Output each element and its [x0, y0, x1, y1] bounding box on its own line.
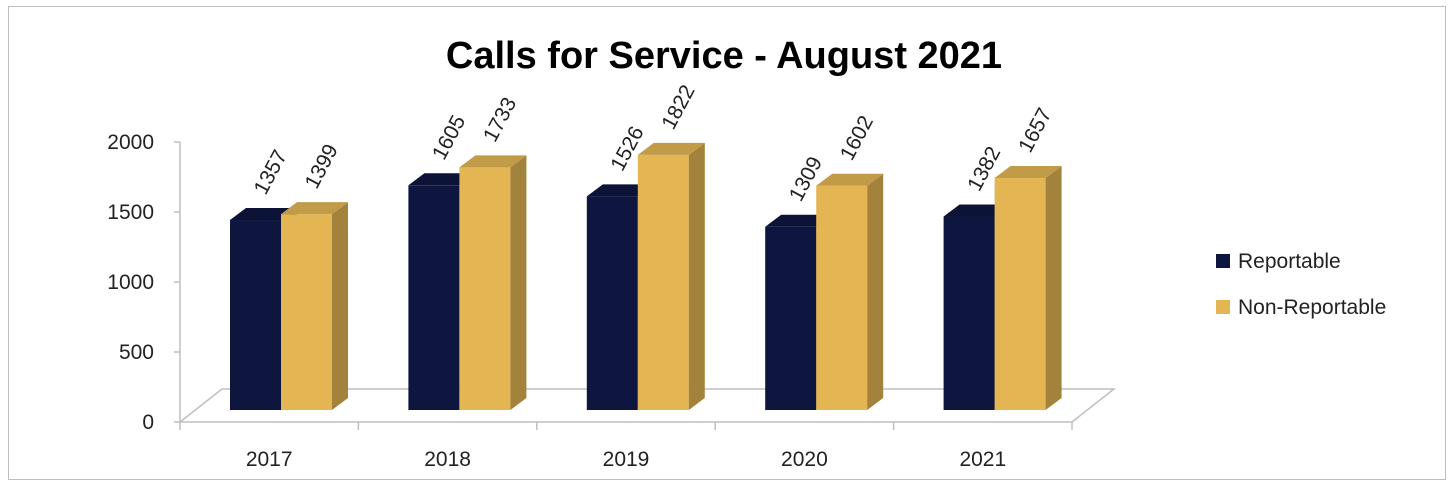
bar-front [637, 154, 689, 410]
data-label: 1822 [657, 81, 699, 133]
bar-top [408, 173, 476, 186]
bar-side [332, 202, 348, 410]
data-label: 1357 [250, 146, 292, 198]
bar-top [637, 142, 705, 155]
bar-top [816, 173, 884, 186]
legend-label: Non-Reportable [1238, 296, 1386, 319]
bar-front [765, 226, 817, 410]
x-tick-label: 2021 [959, 448, 1006, 471]
bar-top [765, 214, 833, 227]
y-tick-label: 1000 [107, 271, 154, 294]
bar-front [816, 185, 868, 410]
bar-front [408, 185, 460, 410]
data-label: 1733 [479, 94, 521, 146]
chart-floor [177, 388, 1117, 423]
y-tick-label: 1500 [107, 201, 154, 224]
bar[interactable] [816, 173, 884, 410]
bar-front [943, 216, 995, 410]
legend-item: Non-Reportable [1216, 296, 1386, 319]
bar-top [281, 202, 348, 215]
legend-swatch [1216, 300, 1230, 314]
x-tick-label: 2018 [424, 448, 471, 471]
bar[interactable] [281, 202, 348, 410]
bar-front [586, 196, 638, 410]
data-label: 1602 [836, 112, 878, 164]
bar[interactable] [994, 166, 1062, 410]
data-label: 1605 [428, 112, 470, 164]
x-tick-label: 2019 [603, 448, 650, 471]
x-tick-label: 2017 [246, 448, 293, 471]
bar-front [230, 220, 281, 410]
bar-side [688, 142, 705, 411]
bar-side [510, 155, 527, 410]
y-tick-label: 2000 [107, 131, 154, 154]
data-label: 1657 [1014, 104, 1056, 156]
bar-front [281, 214, 332, 410]
data-label: 1399 [301, 140, 343, 192]
legend-item: Reportable [1216, 250, 1341, 273]
y-tick-label: 0 [142, 411, 154, 434]
bar-top [943, 204, 1011, 217]
bar-top [230, 208, 297, 221]
bar-top [586, 184, 654, 197]
bar-side [867, 173, 884, 410]
x-tick-label: 2020 [781, 448, 828, 471]
chart-title: Calls for Service - August 2021 [446, 35, 1002, 77]
bar-top [994, 166, 1062, 179]
y-tick-label: 500 [119, 341, 154, 364]
bar[interactable] [637, 142, 705, 411]
bar-front [994, 178, 1046, 410]
legend-label: Reportable [1238, 250, 1341, 273]
legend-swatch [1216, 254, 1230, 268]
bar-front [459, 167, 511, 410]
bar-side [1045, 166, 1062, 410]
bar[interactable] [459, 155, 527, 410]
bar-top [459, 155, 527, 168]
